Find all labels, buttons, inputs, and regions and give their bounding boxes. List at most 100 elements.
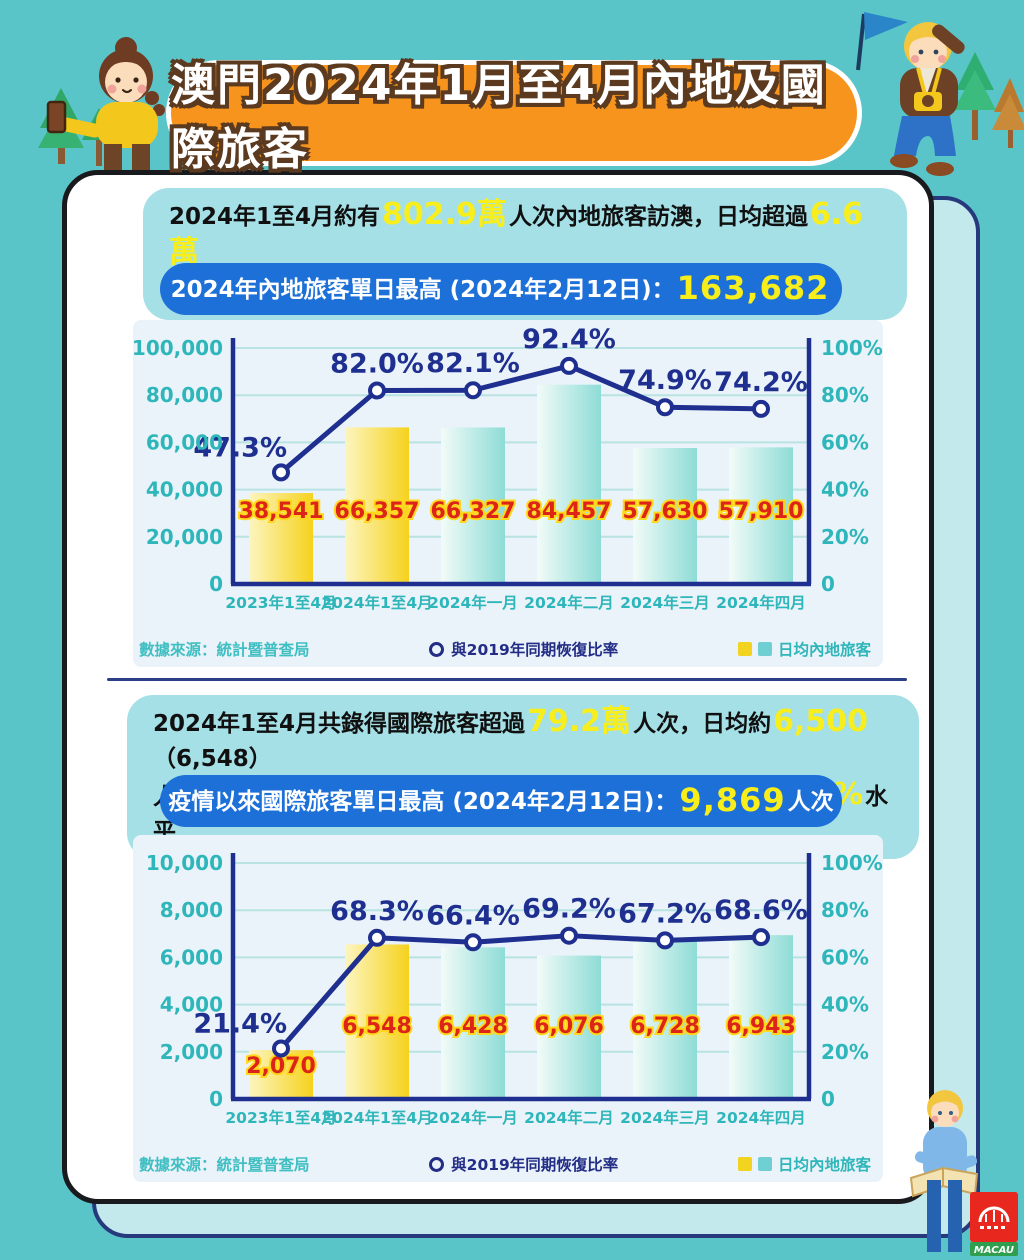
svg-text:20%: 20% [821,525,869,549]
boy-tourist-illustration [856,12,1024,176]
boy-character [890,22,965,176]
svg-text:0: 0 [821,572,835,596]
yellow-bar-swatch [737,1157,752,1171]
svg-text:6,548: 6,548 [342,1014,412,1039]
line-markers [272,356,770,482]
svg-text:2024年二月: 2024年二月 [524,593,614,612]
line-value-labels: 21.4% 68.3% 66.4% 69.2% 67.2% 68.6% [193,894,808,1040]
svg-text:6,000: 6,000 [160,945,223,969]
svg-text:69.2%: 69.2% [522,894,616,925]
section-divider [107,678,907,681]
highlight-number: 6.6萬 [169,197,864,270]
svg-text:0: 0 [209,572,223,596]
text-segment: 疫情以來國際旅客單日最高 (2024年2月12日)： [168,789,678,815]
svg-text:2024年四月: 2024年四月 [716,593,806,612]
man-character [909,1090,979,1252]
svg-text:40%: 40% [821,993,869,1017]
svg-text:6,076: 6,076 [534,1014,604,1039]
recovery-rate-line [279,363,762,475]
svg-text:2,000: 2,000 [160,1040,223,1064]
mainland-chart-footer: 數據來源：統計暨普查局 與2019年同期恢復比率 日均內地旅客 [133,632,883,666]
line-value-labels: 47.3% 82.0% 82.1%92.4%74.9% 74.2% [193,324,808,463]
bar-value-labels: 2,070 6,548 6,428 6,076 6,728 6,943 [244,1012,798,1081]
mainland-visitors-chart: 38,541 66,357 66,327 84,457 57,630 57,910 47.3… [132,324,883,612]
highlight-number: 6,500 [773,704,868,739]
bar-value-labels: 38,541 66,357 66,327 84,457 57,630 57,910 [237,497,806,526]
international-peak-banner: 疫情以來國際旅客單日最高 (2024年2月12日)：9,869人次 [160,775,842,827]
svg-text:74.9%: 74.9% [618,365,712,396]
svg-text:68.6%: 68.6% [714,895,808,926]
recovery-rate-legend: 與2019年同期恢復比率 [429,638,618,660]
svg-text:4,000: 4,000 [160,993,223,1017]
svg-text:2024年四月: 2024年四月 [716,1108,806,1127]
svg-text:2023年1至4月: 2023年1至4月 [225,593,336,612]
svg-text:2024年三月: 2024年三月 [620,1108,710,1127]
daily-visitors-legend: 日均內地旅客 [737,1153,871,1175]
svg-text:82.1%: 82.1% [426,348,520,379]
title-banner: 澳門2024年1月至4月內地及國際旅客 [166,60,862,175]
svg-text:2024年二月: 2024年二月 [524,1108,614,1127]
text-segment: 2024年1至4月約有 [169,204,381,230]
svg-text:20%: 20% [821,1040,869,1064]
svg-text:2024年1至4月: 2024年1至4月 [321,1108,432,1127]
svg-text:2024年一月: 2024年一月 [428,1108,518,1127]
svg-text:92.4%: 92.4% [522,324,616,355]
axis-tick-labels: 0 20,000 40,000 60,000 80,000 100,000 0 20% 40% 6… [132,336,883,612]
svg-text:66,357: 66,357 [335,499,420,524]
international-chart-footer: 數據來源：統計暨普查局 與2019年同期恢復比率 日均內地旅客 [133,1147,883,1181]
daily-visitor-bars [249,935,793,1099]
svg-text:2024年1至4月: 2024年1至4月 [321,593,432,612]
data-source-label: 數據來源：統計暨普查局 [139,1156,310,1174]
recovery-rate-legend-label: 與2019年同期恢復比率 [451,641,619,659]
line-marker-icon [429,641,445,657]
axes [230,338,812,587]
line-marker-icon [429,1156,445,1172]
international-visitors-chart: 2,070 6,548 6,428 6,076 6,728 6,943 21.4% 68.3%… [146,851,883,1127]
text-segment: 人次 [787,789,834,815]
svg-text:82.0%: 82.0% [330,348,424,379]
gridlines [233,347,809,538]
svg-text:100%: 100% [821,336,883,360]
svg-text:66,327: 66,327 [431,499,516,524]
svg-text:10,000: 10,000 [146,851,223,875]
page-title: 澳門2024年1月至4月內地及國際旅客 [171,60,827,175]
svg-text:60%: 60% [821,945,869,969]
daily-visitors-legend: 日均內地旅客 [737,638,871,660]
highlight-number: 9,869 [679,781,786,819]
svg-text:8,000: 8,000 [160,898,223,922]
highlight-number: 79.2萬 [527,704,632,739]
recovery-rate-line [279,933,762,1051]
data-source-label: 數據來源：統計暨普查局 [139,641,310,659]
svg-text:100,000: 100,000 [133,336,223,360]
svg-text:67.2%: 67.2% [618,898,712,929]
axes [230,853,812,1102]
girl-tourist-illustration [38,37,165,174]
svg-text:80%: 80% [821,898,869,922]
svg-text:20,000: 20,000 [146,525,223,549]
daily-visitors-legend-label: 日均內地旅客 [777,641,871,659]
teal-bar-swatch [757,1157,772,1171]
svg-text:0: 0 [209,1087,223,1111]
svg-text:60%: 60% [821,430,869,454]
recovery-rate-legend: 與2019年同期恢復比率 [429,1153,618,1175]
svg-text:80%: 80% [821,383,869,407]
highlight-number: 163,682 [676,269,830,307]
teal-bar-swatch [757,642,772,656]
mainland-chart-panel: 38,541 66,357 66,327 84,457 57,630 57,910 47.3… [132,320,883,667]
yellow-bar-swatch [737,642,752,656]
svg-text:84,457: 84,457 [527,499,612,524]
svg-text:6,943: 6,943 [726,1014,796,1039]
macau-logo: MACAU [970,1192,1018,1256]
svg-text:6,428: 6,428 [438,1014,508,1039]
recovery-rate-legend-label: 與2019年同期恢復比率 [451,1156,619,1174]
svg-text:2024年三月: 2024年三月 [620,593,710,612]
text-segment: （6,548） [153,746,272,772]
svg-text:47.3%: 47.3% [193,432,287,463]
svg-text:100%: 100% [821,851,883,875]
line-markers [272,926,770,1058]
svg-text:68.3%: 68.3% [330,896,424,927]
trees-icon [954,52,1024,148]
svg-text:6,728: 6,728 [630,1014,700,1039]
daily-visitor-bars [249,384,793,584]
